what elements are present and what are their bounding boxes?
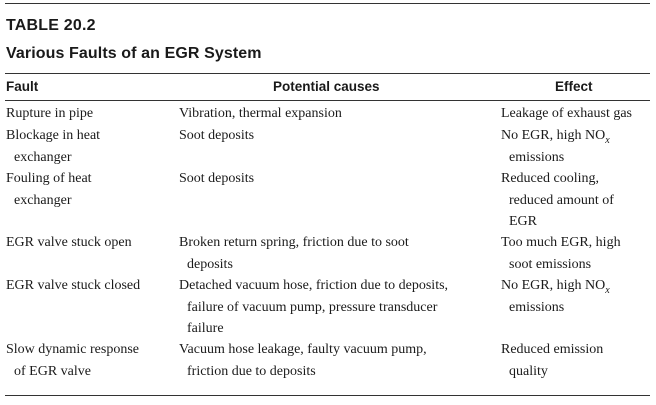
causes-cell: Vibration, thermal expansion: [179, 103, 342, 125]
causes-cell: Broken return spring, friction due to so…: [179, 232, 409, 275]
fault-cell: EGR valve stuck open: [6, 232, 132, 254]
table-page: TABLE 20.2 Various Faults of an EGR Syst…: [5, 0, 650, 405]
fault-cell: Fouling of heat exchanger: [6, 168, 92, 211]
cell-line: Vibration, thermal expansion: [179, 106, 342, 121]
cell-line: deposits: [187, 256, 233, 272]
cell-line: Reduced cooling,: [501, 171, 599, 186]
cell-line: Detached vacuum hose, friction due to de…: [179, 278, 449, 293]
cell-line: reduced amount of: [509, 192, 614, 208]
effect-cell: Reduced emission quality: [501, 339, 603, 382]
cell-line: soot emissions: [509, 256, 592, 272]
cell-line: emissions: [509, 149, 565, 165]
subscript-x: x: [605, 134, 610, 146]
table-title: Various Faults of an EGR System: [6, 45, 262, 62]
column-header-fault: Fault: [6, 79, 39, 94]
header-rule: [5, 100, 650, 101]
cell-line: quality: [509, 363, 548, 379]
cell-text: No EGR, high NO: [501, 128, 606, 143]
fault-cell: Rupture in pipe: [6, 103, 93, 125]
cell-line: Soot deposits: [179, 171, 255, 186]
subscript-x: x: [605, 284, 610, 296]
cell-line: EGR: [509, 214, 537, 229]
fault-cell: EGR valve stuck closed: [6, 275, 140, 297]
bottom-rule: [5, 395, 650, 396]
cell-line: failure: [187, 321, 224, 336]
cell-line: Vacuum hose leakage, faulty vacuum pump,: [179, 342, 427, 357]
cell-line: Slow dynamic response: [6, 342, 139, 357]
effect-cell: Too much EGR, high soot emissions: [501, 232, 621, 275]
effect-cell: No EGR, high NOx emissions: [501, 275, 610, 318]
cell-line: EGR valve stuck closed: [6, 278, 141, 293]
cell-line: emissions: [509, 299, 565, 315]
cell-line: EGR valve stuck open: [6, 235, 132, 250]
effect-cell: No EGR, high NOx emissions: [501, 125, 610, 168]
table-label: TABLE 20.2: [6, 17, 96, 34]
cell-line: Blockage in heat: [6, 128, 101, 143]
effect-cell: Leakage of exhaust gas: [501, 103, 632, 125]
cell-line: Soot deposits: [179, 128, 255, 143]
cell-line: Broken return spring, friction due to so…: [179, 235, 409, 250]
fault-cell: Blockage in heat exchanger: [6, 125, 100, 168]
cell-line: of EGR valve: [14, 363, 91, 379]
causes-cell: Soot deposits: [179, 125, 254, 147]
cell-line: exchanger: [14, 192, 72, 208]
column-header-causes: Potential causes: [273, 79, 380, 94]
cell-line: friction due to deposits: [187, 363, 316, 379]
cell-line: Leakage of exhaust gas: [501, 106, 632, 121]
effect-cell: Reduced cooling, reduced amount of EGR: [501, 168, 614, 233]
title-rule: [5, 73, 650, 74]
fault-cell: Slow dynamic response of EGR valve: [6, 339, 139, 382]
top-rule: [5, 3, 650, 4]
cell-line-with-subscript: No EGR, high NOx: [501, 125, 610, 147]
cell-line-with-subscript: No EGR, high NOx: [501, 275, 610, 297]
causes-cell: Vacuum hose leakage, faulty vacuum pump,…: [179, 339, 427, 382]
cell-line: exchanger: [14, 149, 72, 165]
cell-line: Reduced emission: [501, 342, 604, 357]
cell-text: No EGR, high NO: [501, 278, 606, 293]
column-header-effect: Effect: [555, 79, 593, 94]
cell-line: Rupture in pipe: [6, 106, 94, 121]
cell-line: Too much EGR, high: [501, 235, 621, 250]
cell-line: failure of vacuum pump, pressure transdu…: [187, 299, 438, 315]
causes-cell: Soot deposits: [179, 168, 254, 190]
causes-cell: Detached vacuum hose, friction due to de…: [179, 275, 448, 340]
cell-line: Fouling of heat: [6, 171, 92, 186]
